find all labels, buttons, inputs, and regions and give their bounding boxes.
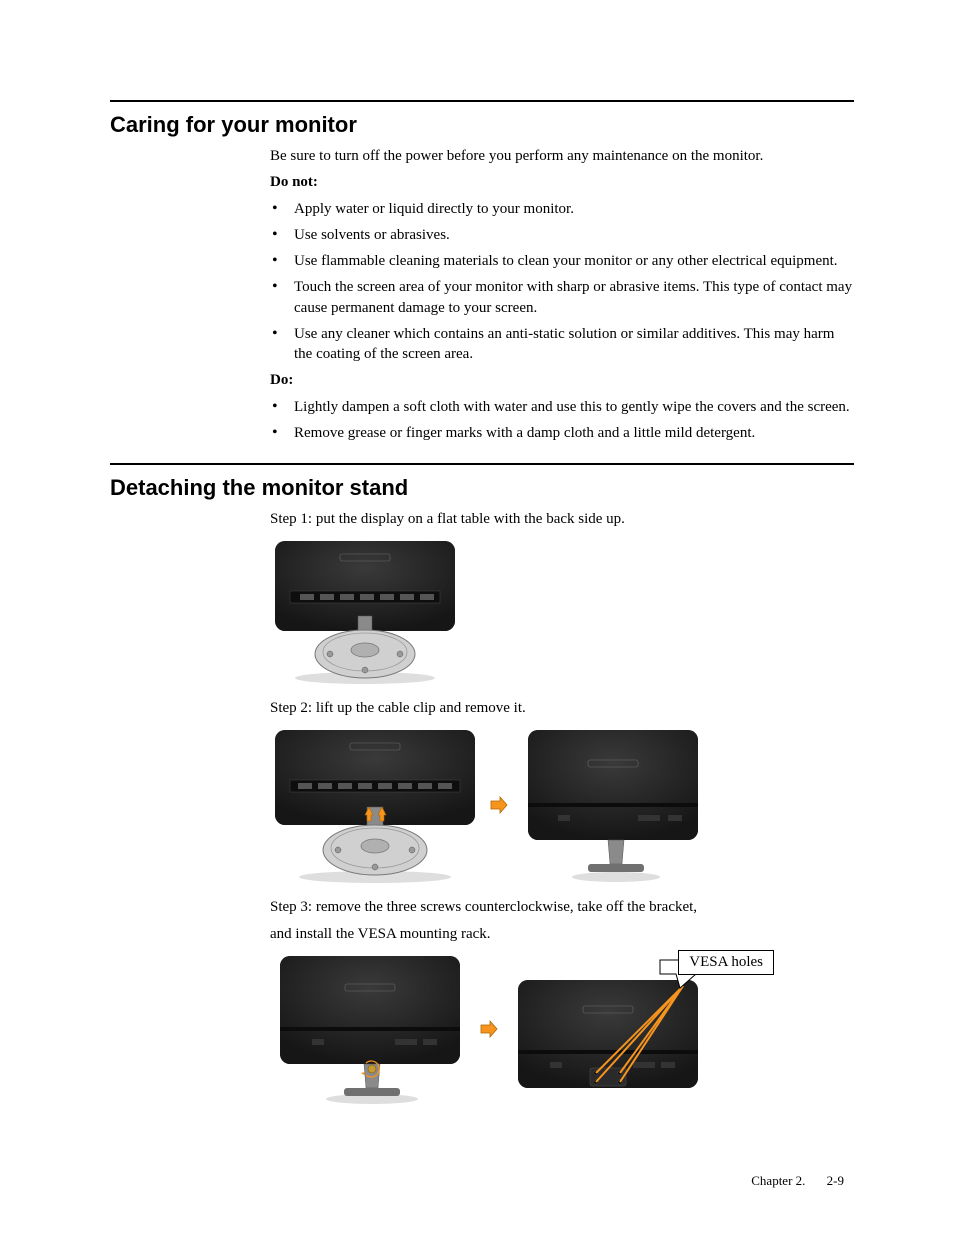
do-item: Remove grease or finger marks with a dam… bbox=[270, 423, 854, 443]
do-not-label: Do not: bbox=[270, 172, 854, 192]
arrow-right-icon bbox=[490, 796, 508, 814]
vesa-holes-callout: VESA holes bbox=[678, 950, 774, 975]
figure-step-3: VESA holes bbox=[270, 951, 854, 1106]
monitor-remove-screws-icon bbox=[270, 951, 470, 1106]
caring-body: Be sure to turn off the power before you… bbox=[270, 146, 854, 443]
detaching-body: Step 1: put the display on a flat table … bbox=[270, 511, 854, 1106]
section-detaching: Detaching the monitor stand Step 1: put … bbox=[110, 463, 854, 1106]
step-2-text: Step 2: lift up the cable clip and remov… bbox=[270, 700, 854, 717]
section-caring: Caring for your monitor Be sure to turn … bbox=[110, 100, 854, 443]
do-label: Do: bbox=[270, 370, 854, 390]
monitor-with-stand-icon bbox=[518, 725, 708, 885]
step-1-text: Step 1: put the display on a flat table … bbox=[270, 511, 854, 528]
do-not-item: Use any cleaner which contains an anti-s… bbox=[270, 324, 854, 365]
arrow-right-icon bbox=[480, 1020, 498, 1038]
do-not-item: Touch the screen area of your monitor wi… bbox=[270, 277, 854, 318]
heading-detaching: Detaching the monitor stand bbox=[110, 475, 854, 501]
do-list: Lightly dampen a soft cloth with water a… bbox=[270, 397, 854, 444]
caring-intro: Be sure to turn off the power before you… bbox=[270, 146, 854, 166]
monitor-vesa-holes-icon bbox=[508, 956, 738, 1101]
figure-step-2 bbox=[270, 725, 854, 885]
do-not-item: Use flammable cleaning materials to clea… bbox=[270, 251, 854, 271]
step-3b-text: and install the VESA mounting rack. bbox=[270, 926, 854, 943]
vesa-figure-group: VESA holes bbox=[508, 956, 738, 1101]
figure-step-1 bbox=[270, 536, 854, 686]
do-not-item: Use solvents or abrasives. bbox=[270, 225, 854, 245]
heading-caring: Caring for your monitor bbox=[110, 112, 854, 138]
page-footer: Chapter 2. 2-9 bbox=[751, 1173, 844, 1189]
step-3a-text: Step 3: remove the three screws counterc… bbox=[270, 899, 854, 916]
footer-page-number: 2-9 bbox=[827, 1173, 844, 1188]
do-item: Lightly dampen a soft cloth with water a… bbox=[270, 397, 854, 417]
monitor-remove-clip-icon bbox=[270, 725, 480, 885]
footer-chapter: Chapter 2. bbox=[751, 1173, 805, 1188]
monitor-back-with-round-base-icon bbox=[270, 536, 460, 686]
do-not-item: Apply water or liquid directly to your m… bbox=[270, 199, 854, 219]
do-not-list: Apply water or liquid directly to your m… bbox=[270, 199, 854, 365]
